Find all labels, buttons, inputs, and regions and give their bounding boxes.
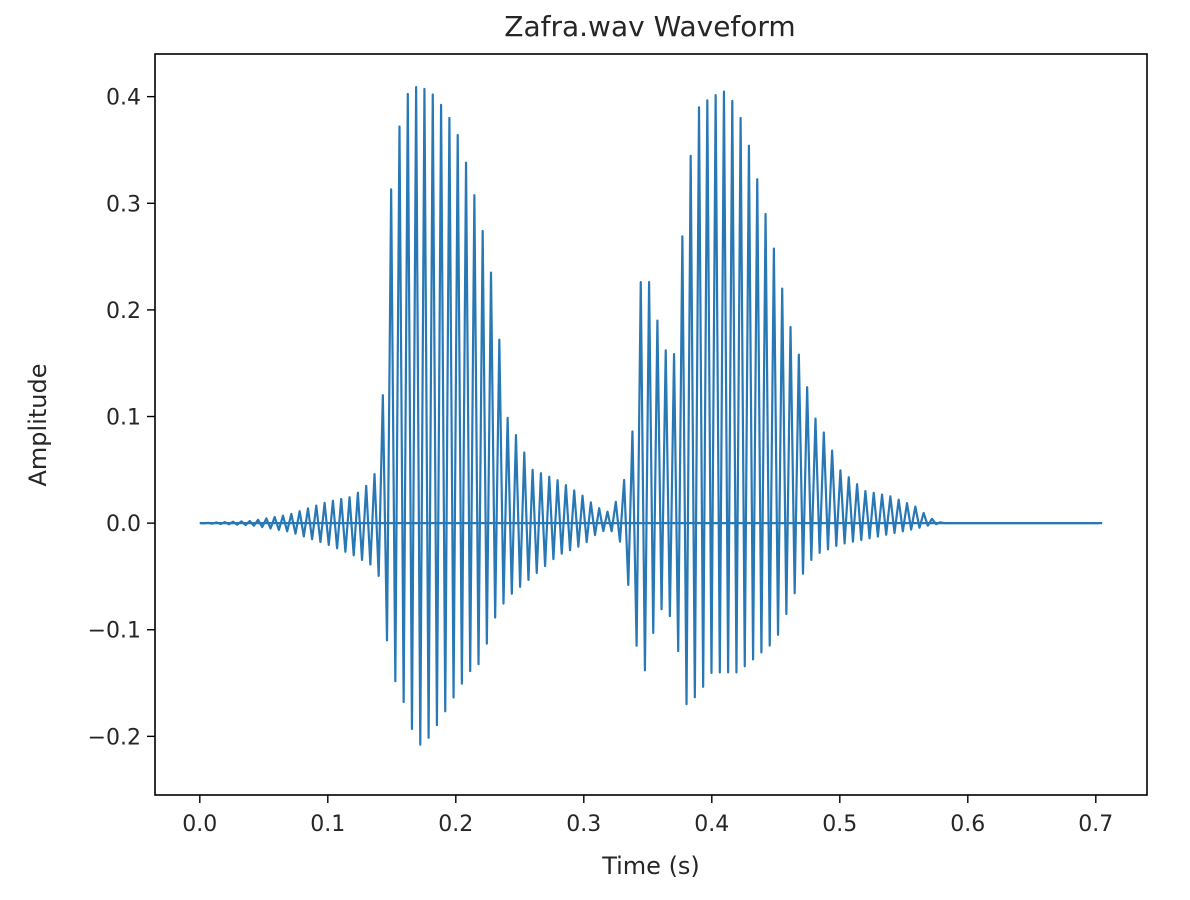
y-tick-label: 0.2 [106, 299, 141, 324]
y-axis-label: Amplitude [24, 364, 52, 487]
x-tick-label: 0.0 [182, 812, 217, 837]
x-tick-label: 0.4 [694, 812, 729, 837]
y-tick-label: −0.1 [88, 619, 141, 644]
y-tick-label: 0.4 [106, 86, 141, 111]
x-tick-label: 0.3 [566, 812, 601, 837]
x-tick-label: 0.1 [310, 812, 345, 837]
x-tick-label: 0.7 [1078, 812, 1113, 837]
axes-frame [154, 53, 1148, 796]
y-tick-label: 0.0 [106, 512, 141, 537]
plot-area [199, 85, 1103, 746]
y-tick-label: 0.3 [106, 192, 141, 217]
y-tick-label: 0.1 [106, 406, 141, 431]
x-axis-label: Time (s) [601, 852, 700, 880]
x-tick-label: 0.5 [822, 812, 857, 837]
y-tick-label: −0.2 [88, 725, 141, 750]
y-axis-ticks: −0.2 −0.1 0.0 0.1 0.2 0.3 0.4 [88, 86, 155, 750]
x-tick-label: 0.2 [438, 812, 473, 837]
x-tick-label: 0.6 [950, 812, 985, 837]
chart-title: Zafra.wav Waveform [504, 10, 795, 43]
x-axis-ticks: 0.0 0.1 0.2 0.3 0.4 0.5 0.6 0.7 [182, 795, 1113, 837]
